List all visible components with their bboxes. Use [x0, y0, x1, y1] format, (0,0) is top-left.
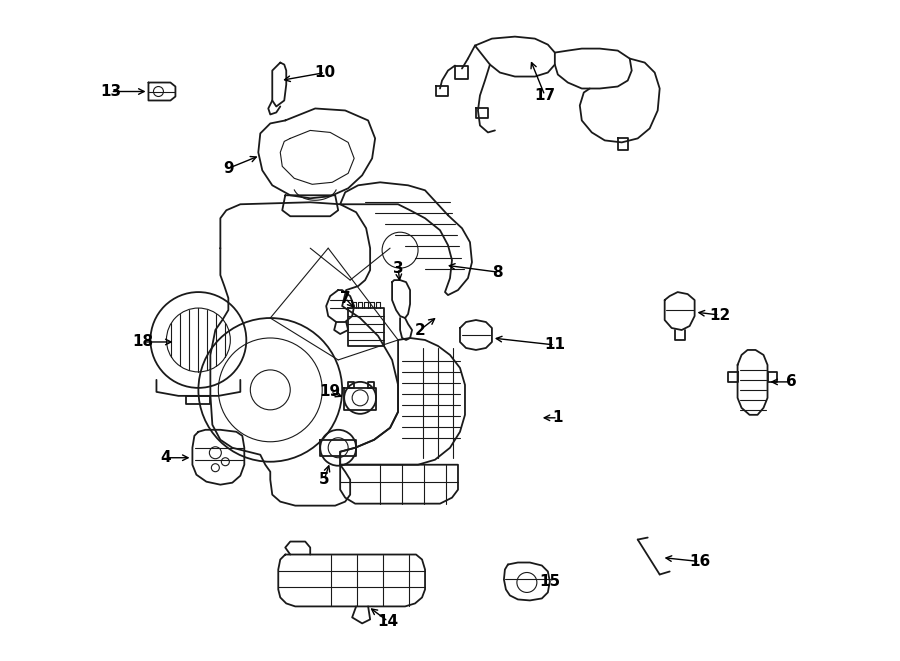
Text: 5: 5	[319, 472, 329, 487]
Text: 2: 2	[415, 323, 426, 338]
Text: 10: 10	[315, 65, 336, 80]
Text: 12: 12	[709, 307, 730, 323]
Text: 7: 7	[340, 291, 350, 305]
Text: 14: 14	[377, 614, 399, 629]
Text: 6: 6	[786, 374, 796, 389]
Text: 9: 9	[223, 161, 234, 176]
Text: 4: 4	[160, 450, 171, 465]
Text: 18: 18	[132, 334, 153, 350]
Text: 17: 17	[535, 88, 555, 103]
Text: 11: 11	[544, 338, 565, 352]
Text: 19: 19	[320, 384, 341, 399]
Text: 13: 13	[100, 84, 122, 99]
Text: 3: 3	[392, 260, 403, 276]
Text: 8: 8	[492, 264, 503, 280]
Text: 1: 1	[553, 410, 563, 425]
Text: 15: 15	[539, 574, 561, 589]
Text: 16: 16	[689, 554, 710, 569]
